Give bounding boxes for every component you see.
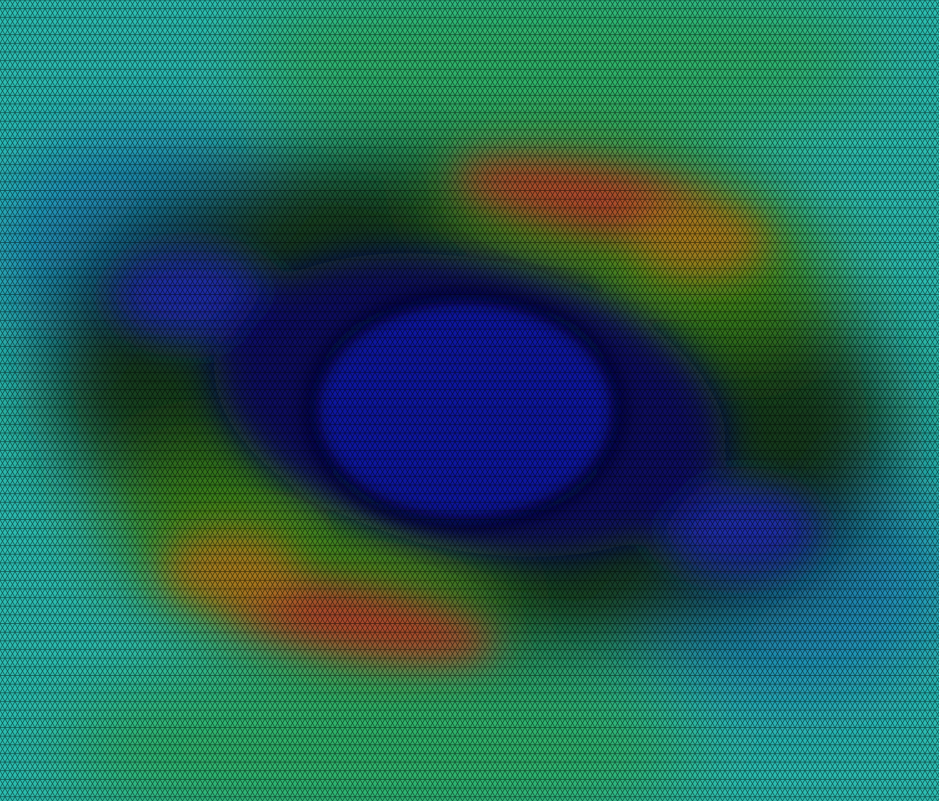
page xyxy=(0,0,939,801)
mesh-visualization xyxy=(0,0,939,801)
triangle-mesh xyxy=(0,0,939,801)
